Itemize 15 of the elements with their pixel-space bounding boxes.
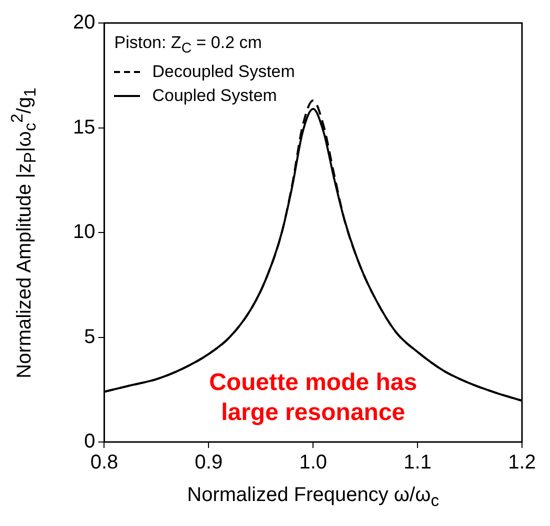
legend-label: Coupled System [152, 85, 277, 108]
x-tick-label: 1.1 [404, 452, 432, 474]
y-tick-label: 20 [72, 12, 96, 34]
legend-label: Decoupled System [152, 61, 295, 84]
x-axis-title: Normalized Frequency ω/ω$_{c}$ [186, 484, 440, 511]
x-tick-label: 1.0 [299, 452, 328, 474]
annotation: Couette mode has large resonance [208, 368, 418, 428]
y-tick-label: 10 [72, 221, 96, 244]
x-tick-label: 0.9 [194, 452, 223, 474]
x-tick-label: 1.2 [508, 452, 536, 474]
y-tick-label: 5 [84, 326, 96, 348]
x-tick-label: 0.8 [90, 452, 118, 474]
y-tick-label: 0 [84, 430, 96, 453]
legend-title: Piston: Z$_{C}$ = 0.2 cm [114, 32, 263, 58]
y-tick-label: 15 [72, 116, 96, 138]
